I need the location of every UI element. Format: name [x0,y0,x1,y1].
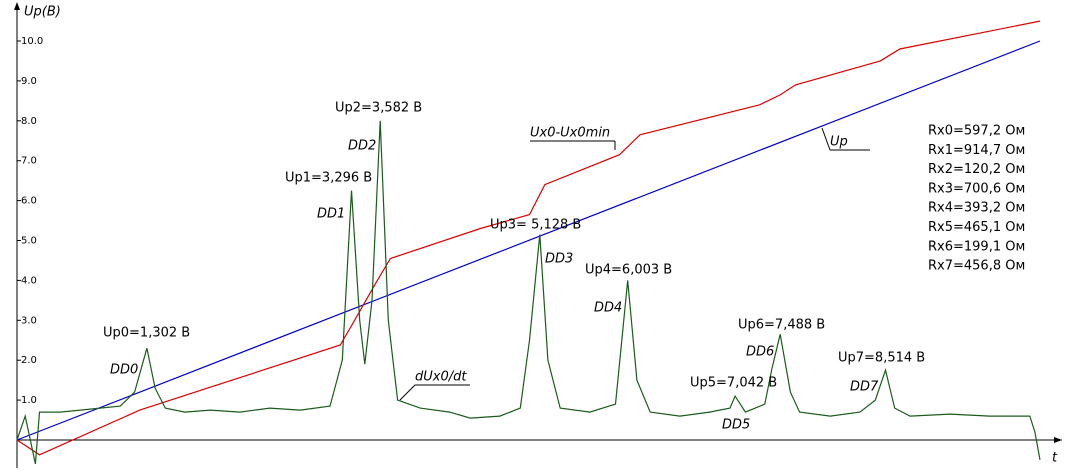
annotation: Up3= 5,128 В [490,218,581,233]
annotation: Up4=6,003 В [585,263,672,278]
annotation: Rx0=597,2 Ом [928,124,1025,139]
annotation: DD5 [722,418,750,433]
series-line [16,120,1041,465]
y-tick-label: 7.0 [21,156,37,167]
annotation: Rx1=914,7 Ом [928,143,1025,158]
series-label: Up [830,135,848,150]
annotation: Up0=1,302 В [103,326,190,341]
y-tick-label: 10.0 [21,36,43,47]
series-line [16,20,1041,456]
series-line [16,40,1041,441]
y-tick-label: 5.0 [21,236,37,247]
annotation: DD6 [746,345,774,360]
y-tick-label: 8.0 [21,116,37,127]
annotation: DD1 [317,207,345,222]
annotation: Rx6=199,1 Ом [928,239,1025,254]
label-leader [821,127,831,151]
annotation: DD7 [850,380,879,395]
annotation: Up7=8,514 В [838,351,925,366]
annotation: DD3 [545,252,573,267]
y-tick-label: 9.0 [21,76,37,87]
annotation: Rx5=465,1 Ом [928,220,1025,235]
annotation: DD2 [348,139,376,154]
y-arrow [14,2,20,10]
annotation: DD0 [110,363,138,378]
annotation: Rx3=700,6 Ом [928,181,1025,196]
y-axis-title: Up(В) [24,5,61,20]
annotation: Up1=3,296 В [285,171,372,186]
y-tick-label: 3.0 [21,315,37,326]
annotation: Up5=7,042 В [690,376,777,391]
annotation: DD4 [594,301,622,316]
x-axis-title: t [1052,451,1058,466]
series-label: dUx0/dt [415,370,467,385]
y-tick-label: 1.0 [21,395,37,406]
y-tick-label: 6.0 [21,196,37,207]
label-leader [399,384,416,401]
annotation: Rx4=393,2 Ом [928,201,1025,216]
annotation: Rx7=456,8 Ом [928,259,1025,274]
x-arrow [1054,437,1062,443]
y-tick-label: 4.0 [21,275,37,286]
annotation: Up6=7,488 В [738,318,825,333]
y-tick-label: 2.0 [21,355,37,366]
annotation: Up2=3,582 В [335,101,422,116]
series-label: Ux0-Ux0min [530,126,610,141]
annotation: Rx2=120,2 Ом [928,162,1025,177]
